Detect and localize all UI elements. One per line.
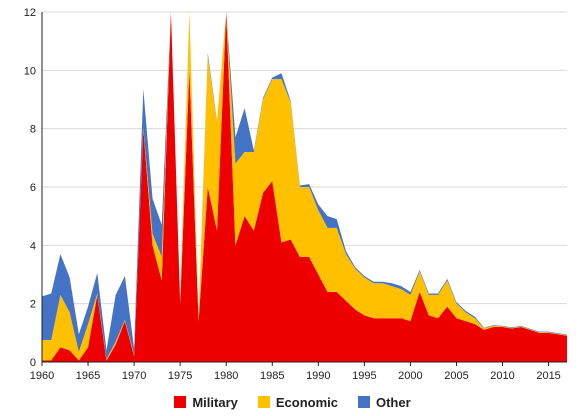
x-tick-label-1985: 1985 bbox=[260, 370, 284, 382]
y-tick-label-4: 4 bbox=[30, 240, 36, 252]
y-tick-label-8: 8 bbox=[30, 124, 36, 136]
x-tick-label-2010: 2010 bbox=[490, 370, 514, 382]
x-axis-ticks: 1960 1965 1970 1975 1980 1985 1990 1995 2000 2005… bbox=[30, 362, 561, 382]
legend-label-other: Other bbox=[375, 394, 411, 410]
x-tick-label-2000: 2000 bbox=[398, 370, 422, 382]
legend-item-other: Other bbox=[357, 394, 411, 410]
y-tick-label-0: 0 bbox=[30, 357, 36, 369]
y-axis-ticks: 0 2 4 6 8 10 12 bbox=[24, 7, 36, 369]
legend-item-economic: Economic bbox=[257, 394, 338, 410]
x-tick-label-2015: 2015 bbox=[536, 370, 560, 382]
legend-swatch-other bbox=[357, 396, 370, 408]
legend-swatch-economic bbox=[257, 396, 270, 408]
y-tick-label-6: 6 bbox=[30, 182, 36, 194]
x-tick-label-1970: 1970 bbox=[122, 370, 146, 382]
x-tick-label-1960: 1960 bbox=[30, 370, 54, 382]
legend-swatch-military bbox=[174, 396, 187, 408]
legend-item-military: Military bbox=[174, 395, 238, 410]
legend-label-economic: Economic bbox=[275, 394, 338, 410]
x-tick-label-1975: 1975 bbox=[168, 370, 192, 382]
x-tick-label-1980: 1980 bbox=[214, 370, 238, 382]
y-tick-label-2: 2 bbox=[30, 299, 36, 311]
x-tick-label-1995: 1995 bbox=[352, 370, 376, 382]
area-other bbox=[42, 12, 567, 360]
y-tick-label-10: 10 bbox=[24, 65, 36, 77]
x-tick-label-1990: 1990 bbox=[306, 370, 330, 382]
x-tick-label-1965: 1965 bbox=[76, 370, 100, 382]
area-military bbox=[42, 12, 567, 362]
data-areas bbox=[42, 12, 567, 362]
legend: Military Economic Other bbox=[0, 392, 585, 412]
axes bbox=[41, 12, 567, 363]
x-tick-label-2005: 2005 bbox=[444, 370, 468, 382]
y-tick-label-12: 12 bbox=[24, 7, 36, 19]
legend-label-military: Military bbox=[192, 394, 238, 410]
